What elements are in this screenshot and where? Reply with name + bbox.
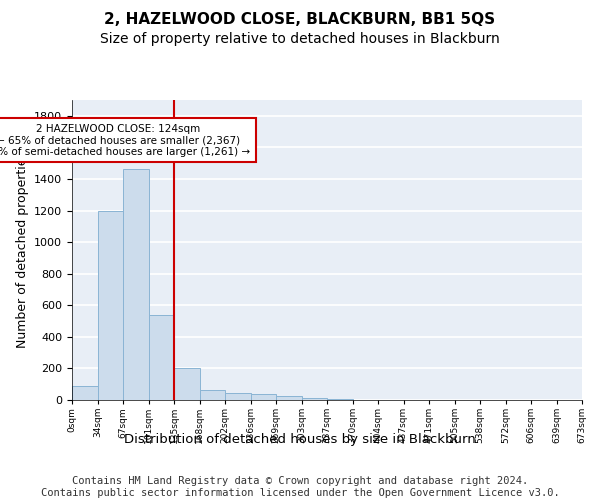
Bar (225, 393, 251, 400)
Text: Contains HM Land Registry data © Crown copyright and database right 2024.
Contai: Contains HM Land Registry data © Crown c… (41, 476, 559, 498)
Bar (123, 170, 149, 400)
Text: 2 HAZELWOOD CLOSE: 124sqm
← 65% of detached houses are smaller (2,367)
34% of se: 2 HAZELWOOD CLOSE: 124sqm ← 65% of detac… (0, 124, 250, 157)
Text: 2, HAZELWOOD CLOSE, BLACKBURN, BB1 5QS: 2, HAZELWOOD CLOSE, BLACKBURN, BB1 5QS (104, 12, 496, 28)
Bar (302, 398, 327, 400)
Bar (327, 399, 353, 400)
Bar (251, 394, 276, 400)
Bar (174, 368, 199, 400)
Bar (276, 396, 302, 400)
Bar (199, 390, 225, 400)
Bar (149, 314, 174, 400)
Bar (72, 386, 97, 400)
Y-axis label: Number of detached properties: Number of detached properties (16, 152, 29, 348)
Text: Distribution of detached houses by size in Blackburn: Distribution of detached houses by size … (124, 432, 476, 446)
Text: Size of property relative to detached houses in Blackburn: Size of property relative to detached ho… (100, 32, 500, 46)
Bar (97, 210, 123, 400)
